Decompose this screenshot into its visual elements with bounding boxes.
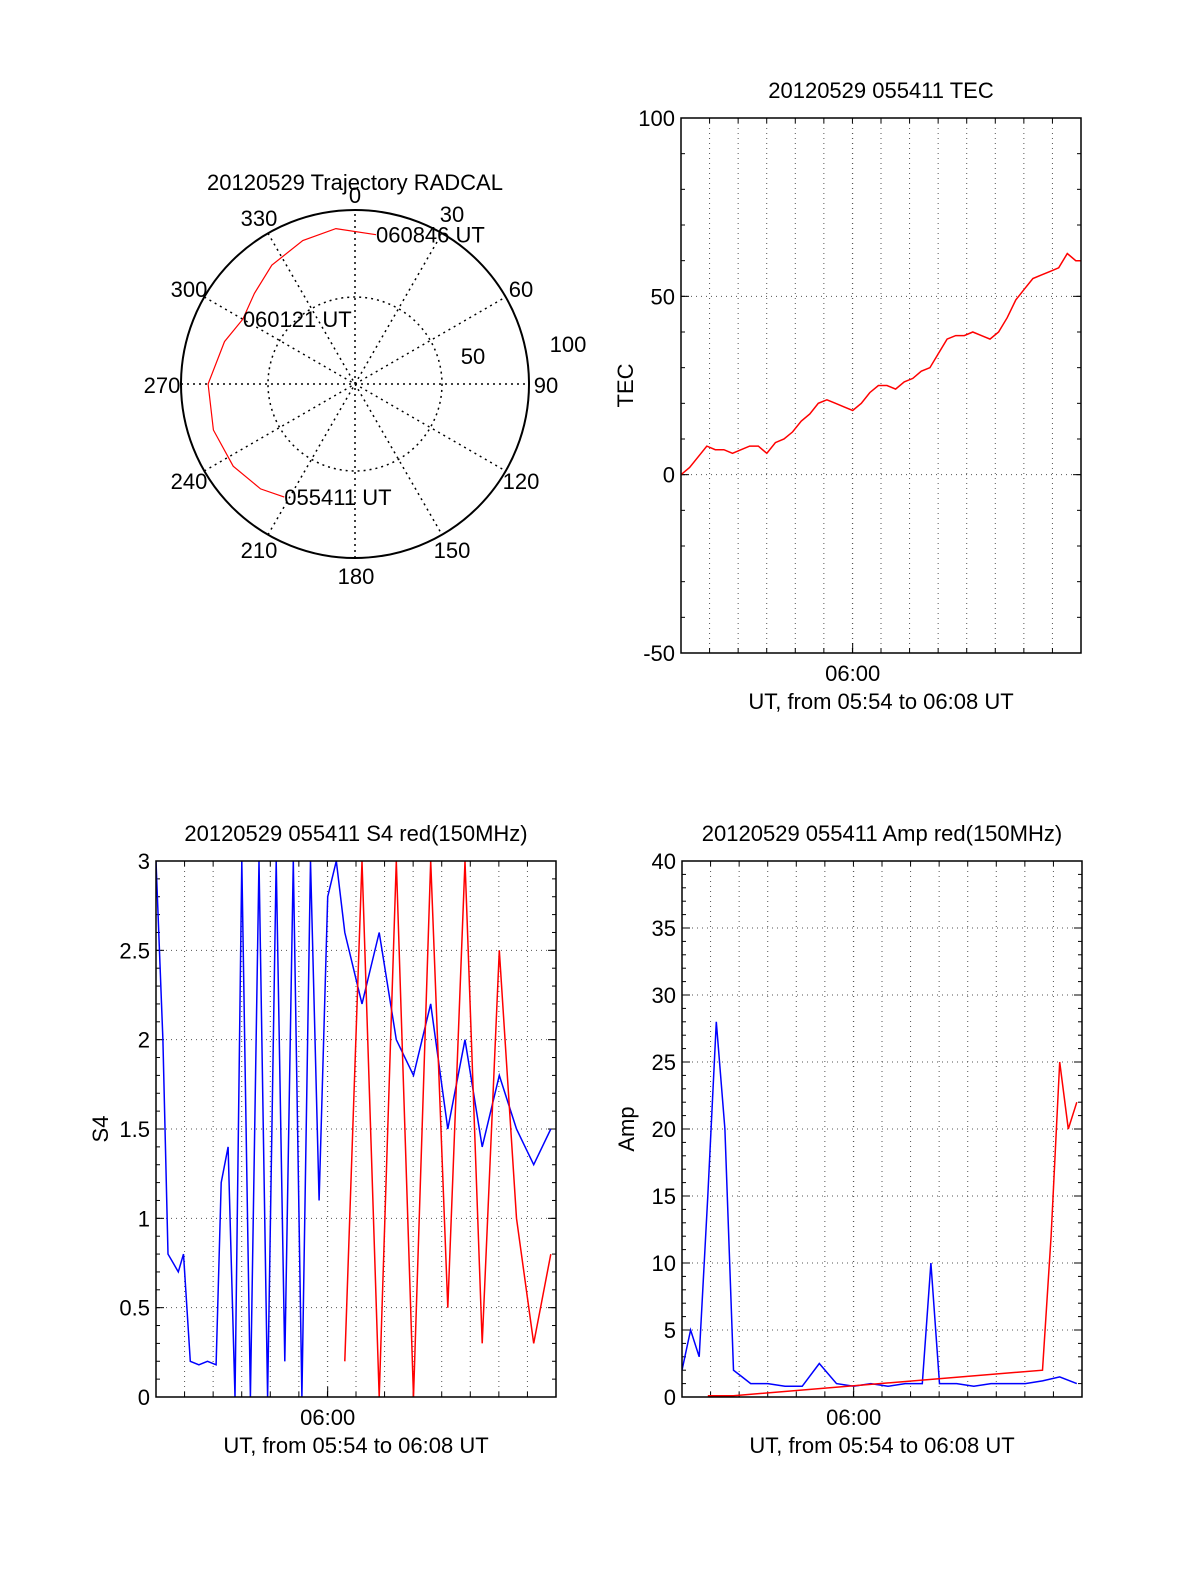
amp-line-chart: 20120529 055411 Amp red(150MHz) UT, from … (614, 821, 1083, 1458)
series-line (681, 252, 1081, 476)
plot-frame (680, 117, 1082, 654)
y-axis-label: S4 (88, 1116, 113, 1143)
y-tick-label: 100 (638, 106, 675, 131)
polar-grid (180, 209, 530, 559)
chart-title: 20120529 055411 Amp red(150MHz) (702, 821, 1062, 846)
series-line (344, 861, 552, 1397)
x-axis-label: UT, from 05:54 to 06:08 UT (748, 689, 1013, 714)
chart-title: 20120529 055411 TEC (768, 78, 994, 103)
y-tick-label: 15 (652, 1184, 676, 1209)
chart-title: 20120529 Trajectory RADCAL (207, 170, 503, 195)
y-tick-label: 25 (652, 1050, 676, 1075)
azimuth-label: 270 (144, 373, 181, 398)
azimuth-labels: 0 30 60 90 120 150 180 210 240 270 300 330 50 100 (144, 183, 587, 589)
x-tick-label: 06:00 (825, 661, 880, 686)
azimuth-label: 60 (509, 277, 533, 302)
azimuth-label: 330 (241, 206, 278, 231)
y-tick-label: 3 (138, 849, 150, 874)
azimuth-label: 210 (241, 538, 278, 563)
series-group (682, 1021, 1078, 1397)
plot-frame (155, 860, 557, 1398)
trajectory-line (207, 227, 377, 498)
y-tick-label: 35 (652, 916, 676, 941)
y-tick-label: 0 (138, 1385, 150, 1410)
y-tick-label: 1 (138, 1206, 150, 1231)
y-axis-label: TEC (613, 363, 638, 407)
azimuth-label: 0 (349, 183, 361, 208)
time-annotation: 055411 UT (284, 485, 391, 510)
azimuth-label: 300 (171, 277, 208, 302)
series-line (682, 1021, 1078, 1388)
azimuth-label: 150 (434, 538, 471, 563)
plot-frame (681, 860, 1083, 1398)
s4-line-chart: 20120529 055411 S4 red(150MHz) UT, from 0… (88, 821, 557, 1458)
y-tick-label: 2 (138, 1028, 150, 1053)
trajectory-polar-chart: 20120529 Trajectory RADCAL 0 30 60 90 120 150… (144, 170, 587, 589)
azimuth-label: 30 (440, 202, 464, 227)
x-axis-label: UT, from 05:54 to 06:08 UT (223, 1433, 488, 1458)
azimuth-label: 240 (171, 469, 208, 494)
y-tick-label: 5 (664, 1318, 676, 1343)
y-tick-label: 0.5 (119, 1296, 150, 1321)
series-line (707, 1061, 1078, 1397)
y-tick-label: -50 (643, 641, 675, 666)
y-tick-label: 20 (652, 1117, 676, 1142)
y-tick-label: 40 (652, 849, 676, 874)
series-group (681, 252, 1081, 476)
trajectory-series: 055411 UT 060121 UT 060846 UT (207, 223, 485, 510)
y-tick-label: 50 (651, 284, 675, 309)
y-tick-label: 10 (652, 1251, 676, 1276)
radial-label: 50 (461, 344, 485, 369)
grid (156, 861, 556, 1397)
inner-circle (267, 296, 443, 472)
radial-label: 100 (550, 332, 587, 357)
chart-title: 20120529 055411 S4 red(150MHz) (184, 821, 527, 846)
x-axis-label: UT, from 05:54 to 06:08 UT (749, 1433, 1014, 1458)
y-tick-label: 30 (652, 983, 676, 1008)
x-tick-label: 06:00 (826, 1405, 881, 1430)
y-axis-label: Amp (614, 1106, 639, 1151)
series-group (156, 861, 552, 1397)
y-tick-label: 0 (664, 1385, 676, 1410)
y-tick-label: 1.5 (119, 1117, 150, 1142)
azimuth-label: 120 (503, 469, 540, 494)
time-annotation: 060121 UT (243, 307, 352, 332)
x-tick-label: 06:00 (300, 1405, 355, 1430)
time-annotation: 060846 UT (376, 223, 485, 248)
spoke-line (267, 232, 443, 536)
grid (682, 861, 1082, 1397)
tec-line-chart: 20120529 055411 TEC UT, from 05:54 to 06:… (613, 78, 1082, 714)
azimuth-label: 180 (338, 564, 375, 589)
grid (681, 118, 1081, 653)
azimuth-label: 90 (534, 373, 558, 398)
series-line (156, 861, 552, 1397)
y-tick-label: 2.5 (119, 938, 150, 963)
y-tick-label: 0 (663, 463, 675, 488)
